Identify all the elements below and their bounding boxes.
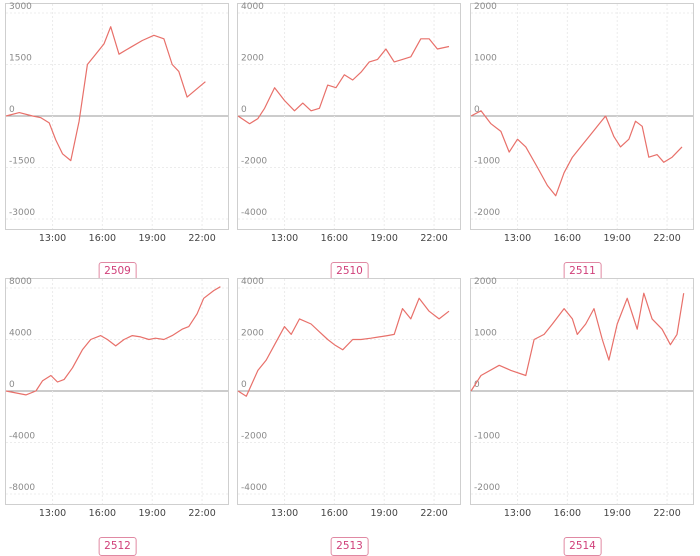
y-tick-label: -2000 — [241, 157, 267, 167]
y-tick-label: -4000 — [9, 432, 35, 442]
y-tick-label: 8000 — [9, 277, 32, 287]
y-tick-label: 0 — [474, 105, 480, 115]
y-tick-label: 2000 — [474, 277, 497, 287]
x-tick-label: 22:00 — [653, 508, 680, 519]
y-tick-label: 2000 — [474, 2, 497, 12]
x-tick-label: 13:00 — [271, 233, 298, 244]
y-tick-label: -8000 — [9, 483, 35, 493]
y-tick-label: 0 — [474, 380, 480, 390]
series-line — [470, 292, 685, 392]
y-tick-label: 4000 — [241, 277, 264, 287]
x-tick-label: 22:00 — [188, 233, 215, 244]
x-tick-label: 16:00 — [554, 508, 581, 519]
x-tick-label: 19:00 — [139, 233, 166, 244]
chart-label-badge: 2509 — [98, 262, 137, 281]
y-tick-label: 0 — [241, 380, 247, 390]
x-tick-label: 19:00 — [139, 508, 166, 519]
y-tick-label: -2000 — [241, 432, 267, 442]
chart-label-badge: 2510 — [330, 262, 369, 281]
y-tick-label: -1500 — [9, 157, 35, 167]
y-tick-label: 2000 — [241, 54, 264, 64]
chart-2510: 4000 2000 0 -2000 -4000 13:00 16:00 19:00 22:00 — [237, 2, 461, 244]
x-tick-label: 22:00 — [420, 508, 447, 519]
x-tick-label: 13:00 — [504, 508, 531, 519]
y-tick-label: 2000 — [241, 329, 264, 339]
y-tick-label: -1000 — [474, 157, 500, 167]
x-tick-label: 19:00 — [371, 233, 398, 244]
y-tick-label: -3000 — [9, 208, 35, 218]
x-tick-label: 16:00 — [554, 233, 581, 244]
series-line — [237, 297, 450, 397]
y-tick-label: 3000 — [9, 2, 32, 12]
chart-label-badge: 2512 — [98, 537, 137, 556]
x-tick-label: 19:00 — [604, 508, 631, 519]
chart-2513: 4000 2000 0 -2000 -4000 13:00 16:00 19:00 22:00 — [237, 277, 461, 519]
y-tick-label: 0 — [9, 380, 15, 390]
series-line — [5, 286, 221, 396]
x-tick-label: 22:00 — [420, 233, 447, 244]
y-tick-label: -2000 — [474, 208, 500, 218]
x-tick-label: 22:00 — [653, 233, 680, 244]
x-tick-label: 16:00 — [321, 233, 348, 244]
y-tick-label: 0 — [241, 105, 247, 115]
x-tick-label: 16:00 — [89, 233, 116, 244]
y-tick-label: 0 — [9, 105, 15, 115]
y-tick-label: -4000 — [241, 208, 267, 218]
y-tick-label: 1000 — [474, 54, 497, 64]
x-tick-label: 16:00 — [89, 508, 116, 519]
y-tick-label: 1000 — [474, 329, 497, 339]
x-tick-label: 13:00 — [504, 233, 531, 244]
y-tick-label: 4000 — [9, 329, 32, 339]
chart-label-badge: 2513 — [330, 537, 369, 556]
y-tick-label: -2000 — [474, 483, 500, 493]
chart-2511: 2000 1000 0 -1000 -2000 13:00 16:00 19:00 22:00 — [470, 2, 694, 244]
x-tick-label: 13:00 — [39, 233, 66, 244]
x-tick-label: 19:00 — [371, 508, 398, 519]
y-tick-label: 4000 — [241, 2, 264, 12]
y-tick-label: -4000 — [241, 483, 267, 493]
chart-2514: 2000 1000 0 -1000 -2000 13:00 16:00 19:00 22:00 — [470, 277, 694, 519]
x-tick-label: 16:00 — [321, 508, 348, 519]
x-tick-label: 13:00 — [39, 508, 66, 519]
series-line — [470, 110, 683, 197]
y-tick-label: 1500 — [9, 54, 32, 64]
x-tick-label: 22:00 — [188, 508, 215, 519]
y-tick-label: -1000 — [474, 432, 500, 442]
x-tick-label: 13:00 — [271, 508, 298, 519]
series-line — [5, 26, 206, 162]
chart-2512: 8000 4000 0 -4000 -8000 13:00 16:00 19:00 22:00 — [5, 277, 229, 519]
x-tick-label: 19:00 — [604, 233, 631, 244]
chart-2509: 3000 1500 0 -1500 -3000 13:00 16:00 19:00 22:00 — [5, 2, 229, 244]
series-line — [237, 38, 450, 125]
chart-label-badge: 2514 — [563, 537, 602, 556]
